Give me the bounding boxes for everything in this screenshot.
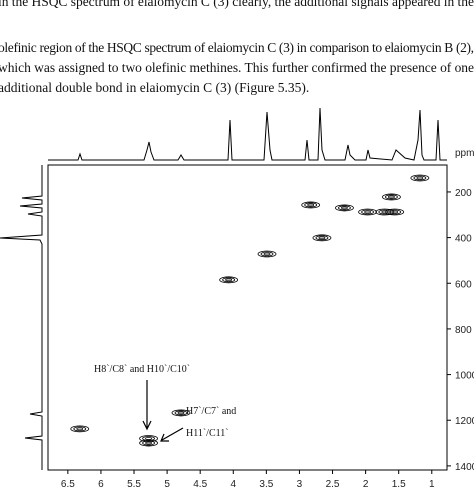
contour-ring (219, 276, 239, 284)
contour-ring (225, 278, 233, 282)
contour-ring (171, 409, 191, 417)
contour-ring (335, 204, 354, 212)
axis-unit: ppm (455, 148, 474, 159)
x-tick-label: 6 (98, 479, 104, 490)
annotation: H7`/C7` and (186, 406, 236, 417)
cross-peak (171, 409, 191, 417)
cross-peak (312, 234, 332, 242)
x-tick-label: 3 (297, 479, 303, 490)
plot (70, 174, 430, 447)
plot-frame (47, 164, 448, 471)
y-tick-label: 200 (455, 188, 472, 199)
contour-ring (410, 174, 430, 182)
arrow (142, 380, 152, 431)
contour-ring (263, 252, 271, 256)
contour-ring (307, 203, 315, 207)
contour-ring (145, 441, 152, 445)
contour-ring (174, 410, 188, 416)
contour-ring (341, 206, 348, 210)
contour-ring (76, 427, 84, 431)
x-tick-label: 5 (164, 479, 170, 490)
arrow (160, 427, 184, 442)
contour-ring (260, 251, 274, 257)
cross-peak (139, 435, 158, 442)
x-tick-label: 3.5 (259, 479, 273, 490)
paragraph: in the HSQC spectrum of elaiomycin C (3)… (0, 0, 474, 95)
contour-ring (364, 210, 371, 214)
contour-ring (358, 208, 377, 216)
x-tick-label: 4.5 (193, 479, 207, 490)
contour-ring (388, 195, 395, 199)
y-tick-label: 1000 (455, 371, 474, 382)
text-line: olefinic region of the HSQC spectrum of … (0, 40, 474, 55)
contour-ring (361, 209, 374, 215)
y-tick-label: 400 (455, 234, 472, 245)
contour-ring (177, 411, 185, 415)
contour-ring (318, 236, 326, 240)
annotations: H8`/C8` and H10`/C10` H7`/C7` and H11`/C… (94, 364, 236, 442)
cross-peak (257, 250, 277, 258)
text-line: in the HSQC spectrum of elaiomycin C (3)… (0, 0, 474, 9)
cross-peak (385, 208, 405, 216)
text-line: additional double bond in elaiomycin C (… (0, 80, 309, 95)
annotation: H8`/C8` and H10`/C10` (94, 364, 190, 375)
cross-peak (301, 201, 321, 209)
contour-ring (382, 193, 401, 201)
y-tick-label: 800 (455, 325, 472, 336)
contour-ring (413, 175, 427, 181)
text-line: which was assigned to two olefinic methi… (0, 60, 474, 75)
cross-peak (410, 174, 430, 182)
contour-ring (375, 208, 395, 216)
contour-ring (312, 234, 332, 242)
contour-ring (222, 277, 236, 283)
contour-ring (139, 439, 158, 447)
y-tick-label: 1400 (455, 462, 474, 473)
y-tick-label: 600 (455, 279, 472, 290)
contour-ring (416, 176, 424, 180)
contour-ring (385, 208, 405, 216)
x-tick-label: 2.5 (326, 479, 340, 490)
top-projection (48, 107, 447, 161)
contour-ring (378, 209, 392, 215)
contour-ring (391, 210, 399, 214)
cross-peak (139, 439, 158, 447)
x-tick-label: 1 (429, 479, 435, 490)
cross-peak (335, 204, 354, 212)
x-tick-label: 4 (230, 479, 236, 490)
x-tick-label: 5.5 (127, 479, 141, 490)
contour-ring (70, 425, 90, 433)
contour-ring (257, 250, 277, 258)
x-tick-label: 6.5 (61, 479, 75, 490)
contour-ring (142, 436, 155, 441)
contour-ring (142, 440, 155, 446)
contour-ring (338, 205, 351, 211)
cross-peak (382, 193, 401, 201)
left-projection (0, 165, 43, 470)
x-tick-label: 1.5 (392, 479, 406, 490)
contour-ring (139, 435, 158, 442)
contour-ring (381, 210, 389, 214)
contour-ring (304, 202, 318, 208)
cross-peak (219, 276, 239, 284)
cross-peak (70, 425, 90, 433)
contour-ring (385, 194, 398, 200)
cross-peak (375, 208, 395, 216)
contour-ring (301, 201, 321, 209)
contour-ring (388, 209, 402, 215)
annotation: H11`/C11` (186, 428, 229, 439)
contour-ring (73, 426, 87, 432)
contour-ring (315, 235, 329, 241)
contour-ring (145, 437, 152, 440)
x-tick-label: 2 (363, 479, 369, 490)
cross-peak (358, 208, 377, 216)
